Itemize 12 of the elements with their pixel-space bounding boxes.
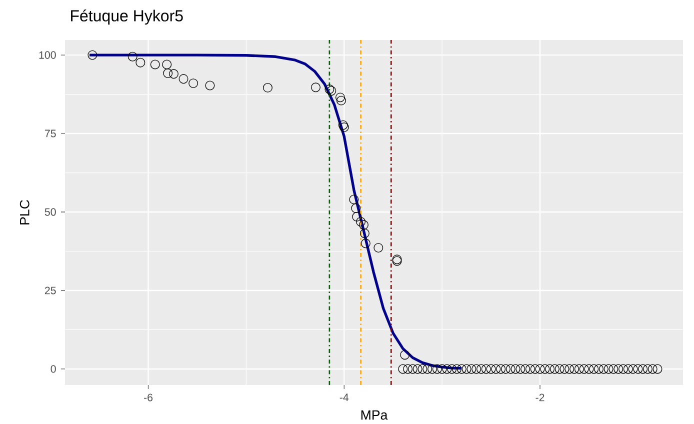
y-tick-label: 75 xyxy=(44,130,56,138)
y-tick-label: 25 xyxy=(44,286,56,294)
y-axis-title: PLC xyxy=(20,200,30,224)
line-series xyxy=(88,54,463,370)
y-tick-label: 50 xyxy=(44,208,56,216)
y-tick-label: 100 xyxy=(39,51,56,59)
x-tick-label: -2 xyxy=(536,394,544,402)
x-axis-title: MPa xyxy=(361,410,388,420)
chart-title: Fétuque Hykor5 xyxy=(71,9,183,25)
x-tick-label: -6 xyxy=(144,394,153,402)
x-tick-label: -4 xyxy=(340,394,349,401)
y-tick-label: 0 xyxy=(50,365,56,373)
